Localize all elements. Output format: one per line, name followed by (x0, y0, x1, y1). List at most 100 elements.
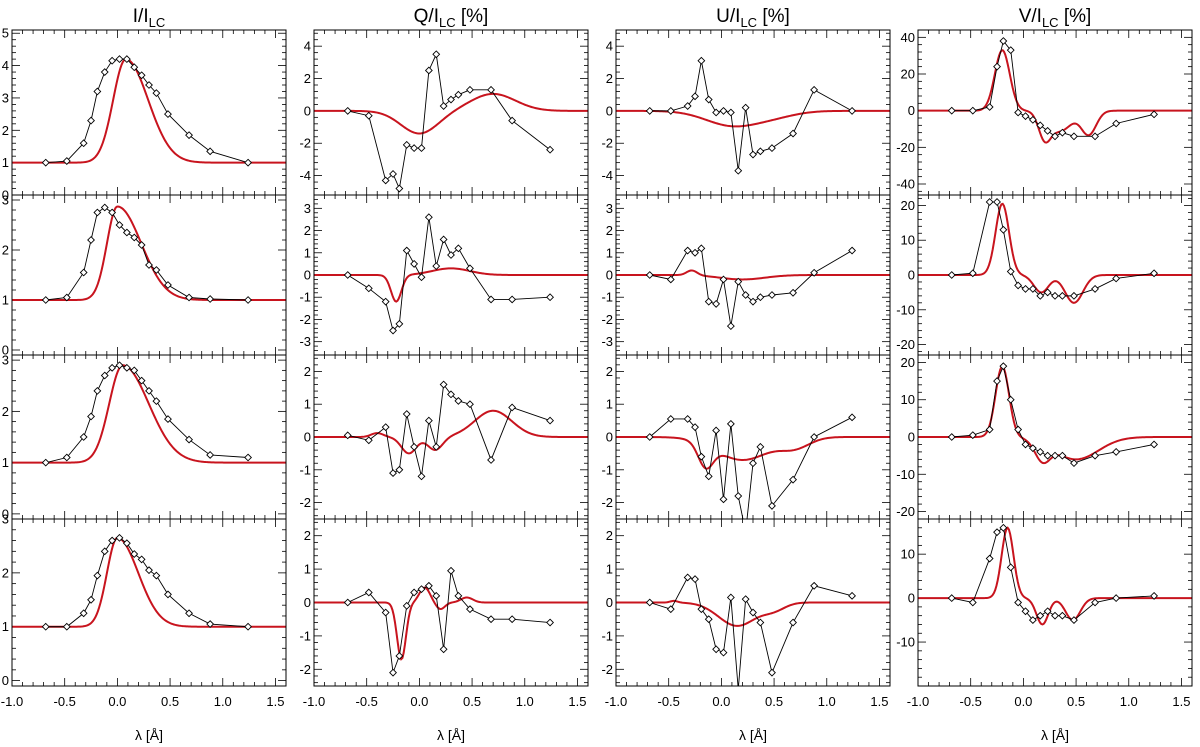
observed-point (1028, 284, 1037, 293)
observed-point (734, 166, 743, 175)
observed-point (447, 95, 455, 104)
y-tick-label: 1 (2, 455, 9, 470)
observed-point (447, 251, 455, 259)
observed-line (347, 217, 551, 332)
observed-point (145, 261, 153, 269)
panel-I-row1: 0 1 2 3 4 5 (2, 26, 287, 203)
panel-Q-row4: -2 -1 0 1 2 -1.0 -0.5 0.0 0.5 1.0 1.5 (299, 518, 589, 709)
observed-point (100, 68, 109, 76)
observed-point (381, 176, 390, 185)
observed-point (1006, 395, 1015, 404)
observed-point (343, 598, 352, 607)
observed-point (115, 533, 124, 542)
observed-point (789, 618, 797, 627)
observed-point (343, 431, 352, 440)
observed-point (410, 442, 419, 451)
x-tick-label: 0.5 (463, 694, 481, 709)
observed-point (683, 102, 692, 110)
observed-point (122, 228, 131, 237)
y-tick-label: -2 (299, 662, 311, 677)
observed-point (343, 106, 352, 115)
observed-point (87, 595, 95, 604)
fit-curve (616, 269, 890, 281)
observed-point (410, 259, 419, 268)
observed-point (968, 269, 977, 278)
observed-point (712, 426, 721, 435)
observed-line (45, 537, 249, 628)
observed-point (115, 221, 124, 229)
observed-point (1058, 451, 1067, 460)
fit-curve (616, 436, 890, 470)
observed-point (62, 622, 71, 631)
y-tick-label: -20 (896, 504, 915, 519)
observed-point (756, 618, 765, 627)
y-tick-label: 4 (606, 39, 613, 54)
y-tick-label: -1 (601, 628, 613, 643)
x-tick-label: 1.5 (870, 694, 888, 709)
observed-point (389, 326, 397, 335)
observed-point (122, 363, 131, 372)
observed-point (100, 547, 109, 556)
observed-point (402, 140, 411, 149)
observed-point (1021, 284, 1030, 293)
observed-point (206, 147, 215, 156)
observed-point (734, 492, 743, 500)
observed-point (395, 465, 404, 474)
observed-point (79, 433, 88, 441)
column-title-sub: LC (149, 15, 166, 30)
observed-point (1051, 611, 1059, 620)
observed-point (87, 236, 95, 244)
y-tick-label: 3 (2, 193, 9, 208)
fit-curve (12, 364, 286, 464)
observed-point (1043, 607, 1052, 616)
y-tick-label: 2 (2, 565, 9, 580)
observed-point (985, 425, 994, 434)
observed-point (1091, 598, 1099, 607)
y-tick-label: 0 (2, 343, 9, 358)
y-tick-label: -1 (601, 462, 613, 477)
column-title-sub: LC (740, 15, 757, 30)
y-tick-label: 2 (606, 364, 613, 379)
x-tick-label: -1.0 (907, 694, 929, 709)
observed-point (1028, 115, 1037, 124)
observed-point (1058, 128, 1067, 137)
observed-point (645, 106, 654, 115)
fit-curve (918, 49, 1192, 144)
y-tick-label: 2 (606, 223, 613, 238)
observed-point (1112, 274, 1121, 283)
column-title-sub: LC (439, 15, 456, 30)
observed-point (343, 271, 352, 279)
observed-point (508, 295, 517, 304)
observed-point (756, 442, 765, 451)
y-tick-label: 0 (304, 595, 311, 610)
y-tick-label: 0 (304, 103, 311, 118)
y-tick-label: 10 (901, 233, 915, 248)
column-title-V: V/ILC [%] (1019, 6, 1092, 30)
observed-point (402, 410, 411, 418)
observed-point (364, 588, 373, 597)
observed-point (1036, 121, 1045, 130)
y-tick-label: 0 (606, 103, 613, 118)
observed-point (145, 386, 153, 395)
observed-point (741, 291, 750, 299)
y-tick-label: -20 (896, 337, 915, 352)
observed-point (726, 322, 735, 331)
observed-point (454, 90, 463, 99)
observed-point (993, 528, 1001, 537)
panel-frame (615, 518, 891, 687)
observed-point (439, 380, 448, 389)
observed-point (999, 225, 1008, 234)
y-tick-label: -3 (601, 334, 613, 349)
observed-point (645, 598, 654, 607)
observed-point (87, 412, 95, 421)
observed-point (985, 554, 994, 563)
y-tick-label: 2 (2, 404, 9, 419)
panel-I-row2: 0 1 2 3 (2, 193, 287, 358)
observed-point (137, 71, 146, 80)
panel-I-row3: 0 1 2 3 (2, 353, 287, 521)
observed-point (1014, 425, 1023, 434)
observed-point (364, 284, 373, 293)
y-tick-label: 0 (2, 188, 9, 203)
observed-point (691, 248, 699, 257)
observed-point (389, 170, 397, 178)
